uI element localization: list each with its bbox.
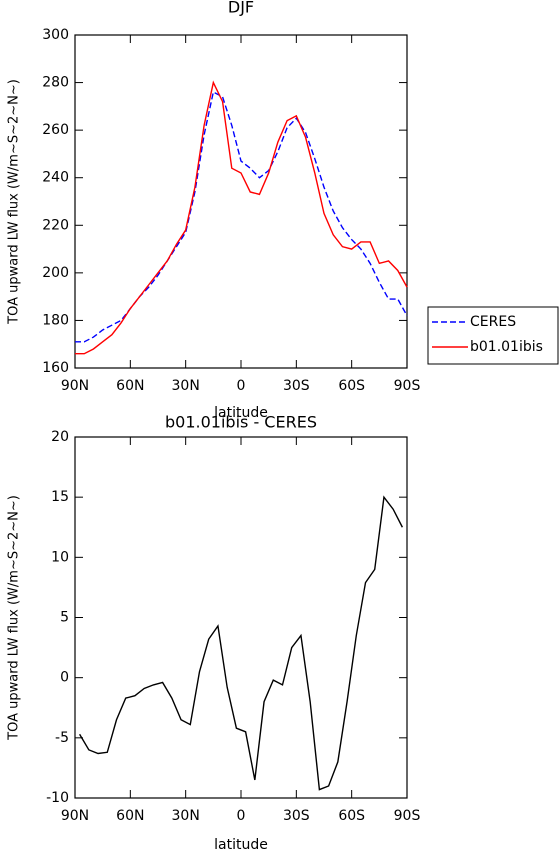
y-tick-label: 300 <box>42 27 69 43</box>
x-tick-label: 0 <box>237 808 246 824</box>
series-line <box>79 495 404 791</box>
x-tick-label: 30N <box>172 808 200 824</box>
y-tick-label: 220 <box>42 217 69 233</box>
y-tick-label: 160 <box>42 360 69 376</box>
y-tick-label: 200 <box>42 265 69 281</box>
y-axis-label: TOA upward LW flux (W/m~S~2~N~) <box>7 495 22 741</box>
y-tick-label: -5 <box>55 730 69 746</box>
x-tick-label: 90N <box>61 808 89 824</box>
series-line <box>75 80 408 355</box>
y-tick-label: 15 <box>51 489 69 505</box>
x-tick-label: 60S <box>338 808 365 824</box>
legend-label: CERES <box>470 314 516 330</box>
x-axis-label: latitude <box>214 405 268 421</box>
legend-label: b01.01ibis <box>470 339 543 355</box>
x-tick-label: 90S <box>394 808 421 824</box>
x-tick-label: 90N <box>61 378 89 394</box>
y-tick-label: -10 <box>46 790 69 806</box>
x-tick-label: 60S <box>338 378 365 394</box>
y-axis-label: TOA upward LW flux (W/m~S~2~N~) <box>7 79 22 325</box>
y-tick-label: 240 <box>42 170 69 186</box>
y-tick-label: 280 <box>42 75 69 91</box>
chart-title: DJF <box>228 0 254 17</box>
x-axis-label: latitude <box>214 837 268 851</box>
y-tick-label: 10 <box>51 549 69 565</box>
y-tick-label: 0 <box>60 670 69 686</box>
x-tick-label: 30S <box>283 378 310 394</box>
y-tick-label: 180 <box>42 312 69 328</box>
x-tick-label: 90S <box>394 378 421 394</box>
x-tick-label: 30S <box>283 808 310 824</box>
chart-title: b01.01ibis - CERES <box>165 413 317 432</box>
x-tick-label: 60N <box>116 378 144 394</box>
y-tick-label: 260 <box>42 122 69 138</box>
x-tick-label: 30N <box>172 378 200 394</box>
plot-frame <box>74 436 408 799</box>
legend-box <box>427 306 559 365</box>
x-tick-label: 60N <box>116 808 144 824</box>
series-line <box>75 91 408 343</box>
y-tick-label: 20 <box>51 429 69 445</box>
y-tick-label: 5 <box>60 610 69 626</box>
x-tick-label: 0 <box>237 378 246 394</box>
